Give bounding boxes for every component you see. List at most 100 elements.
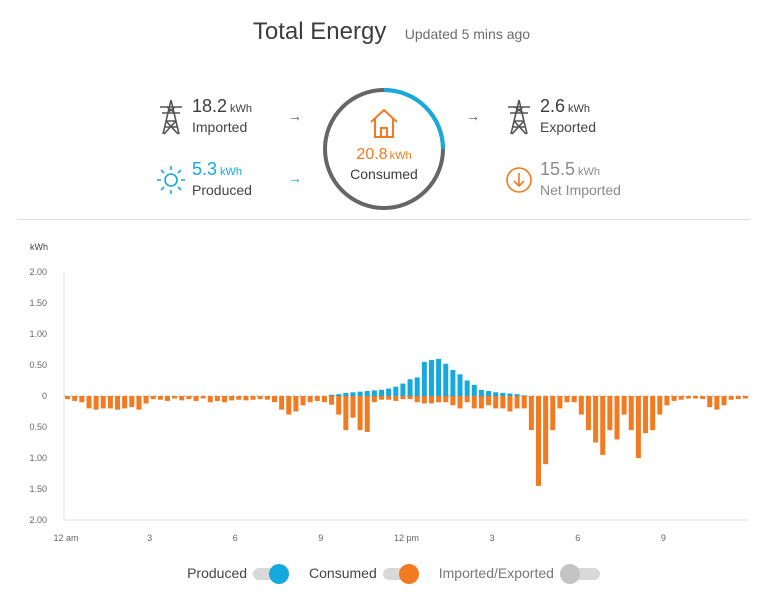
consumed-ring (323, 88, 445, 210)
produced-bar (521, 395, 527, 396)
y-tick-label: 1.50 (29, 484, 47, 494)
consumed-bar (257, 396, 263, 400)
consumed-bar (164, 396, 170, 401)
consumed-bar (671, 396, 677, 401)
legend-toggle[interactable] (559, 564, 600, 584)
consumed-bar (300, 396, 306, 406)
toggle-knob (269, 564, 290, 584)
legend-item[interactable]: Produced (187, 564, 290, 584)
consumed-bar (521, 396, 527, 409)
consumed-bar (428, 396, 434, 404)
consumed-bar (478, 396, 484, 409)
consumed-bar (742, 396, 748, 399)
produced-bar (364, 391, 370, 396)
consumed-bar (343, 396, 349, 431)
consumed-bar (614, 396, 620, 440)
consumed-bar (271, 396, 277, 403)
consumed-value: 20.8 (356, 146, 388, 163)
consumed-bar (207, 396, 213, 403)
consumed-bar (728, 396, 734, 400)
consumed-bar (585, 396, 591, 431)
consumed-bar (443, 396, 449, 403)
consumed-bar (457, 396, 463, 409)
consumed-bar (150, 396, 156, 400)
header: Total Energy Updated 5 mins ago (0, 18, 783, 46)
consumed-bar (86, 396, 92, 409)
consumed-bar (578, 396, 584, 415)
legend-label: Consumed (309, 565, 377, 581)
consumed-bar (635, 396, 641, 458)
consumed-bar (393, 396, 399, 401)
consumed-bar (193, 396, 199, 401)
divider (17, 219, 750, 220)
consumed-bar (179, 396, 185, 401)
produced-value: 5.3 (192, 159, 218, 179)
ring-produced-arc (323, 88, 445, 210)
consumed-bar (514, 396, 520, 409)
produced-bar (478, 389, 484, 396)
consumed-bar (143, 396, 149, 404)
consumed-bar (685, 396, 691, 399)
consumed-bar (65, 396, 71, 400)
power-tower-icon (503, 99, 535, 135)
net-label: Net Imported (540, 182, 621, 198)
consumed-bar (107, 396, 113, 409)
x-tick-label: 12 am (53, 533, 78, 543)
produced-bar (514, 394, 520, 396)
consumed-bar (507, 396, 513, 412)
exported-unit: kWh (568, 103, 591, 115)
produced-bar (343, 392, 349, 396)
imported-arrow-icon: → (288, 108, 302, 124)
produced-bar (428, 360, 434, 396)
x-tick-label: 9 (318, 533, 323, 543)
consumed-bar (72, 396, 78, 401)
page-title: Total Energy (252, 18, 387, 45)
consumed-bar (115, 396, 121, 410)
produced-bar (400, 383, 406, 396)
sun-icon (155, 162, 187, 198)
consumed-bar (364, 396, 370, 432)
exported-stat: 2.6 kWh Exported (503, 97, 596, 136)
consumed-bar (200, 396, 206, 399)
legend-item[interactable]: Consumed (309, 564, 419, 584)
x-tick-label: 6 (575, 533, 580, 543)
consumed-bar (229, 396, 235, 401)
imported-unit: kWh (230, 103, 253, 115)
energy-chart: kWh 2.00 1.50 1.00 0.50 0 0.50 1.00 1.50 2.00 12… (29, 242, 749, 543)
consumed-bar (286, 396, 292, 415)
consumed-bar (692, 396, 698, 399)
toggle-knob (559, 564, 580, 584)
exported-label: Exported (540, 119, 597, 135)
consumed-bar (557, 396, 563, 409)
y-axis-label: kWh (30, 242, 48, 252)
consumed-bar (93, 396, 99, 410)
x-tick-label: 12 pm (394, 533, 419, 543)
legend-item[interactable]: Imported/Exported (439, 564, 600, 584)
consumed-bar (129, 396, 135, 408)
consumed-bar (186, 396, 192, 400)
imported-label: Imported (192, 119, 248, 135)
consumed-unit: kWh (389, 150, 412, 162)
consumed-bar (536, 396, 542, 486)
chart-legend: Produced Consumed Imported/Exported (0, 564, 783, 584)
imported-value: 18.2 (192, 96, 228, 116)
consumed-label: Consumed (350, 166, 418, 182)
legend-toggle[interactable] (253, 564, 290, 584)
produced-bar (421, 361, 427, 396)
legend-label: Produced (187, 565, 248, 581)
consumed-bar (721, 396, 727, 406)
produced-bar (357, 391, 363, 396)
chart-bars (65, 358, 748, 486)
consumed-bar (329, 396, 335, 405)
produced-bar (414, 377, 420, 396)
legend-toggle[interactable] (382, 564, 419, 584)
consumed-bar (735, 396, 741, 400)
net-value: 15.5 (540, 159, 576, 179)
consumed-bar (314, 396, 320, 401)
produced-bar (407, 379, 413, 396)
produced-label: Produced (192, 182, 252, 198)
consumed-bar (321, 396, 327, 403)
consumed-bar (279, 396, 285, 410)
y-tick-label: 1.00 (29, 329, 47, 339)
x-tick-label: 3 (490, 533, 495, 543)
